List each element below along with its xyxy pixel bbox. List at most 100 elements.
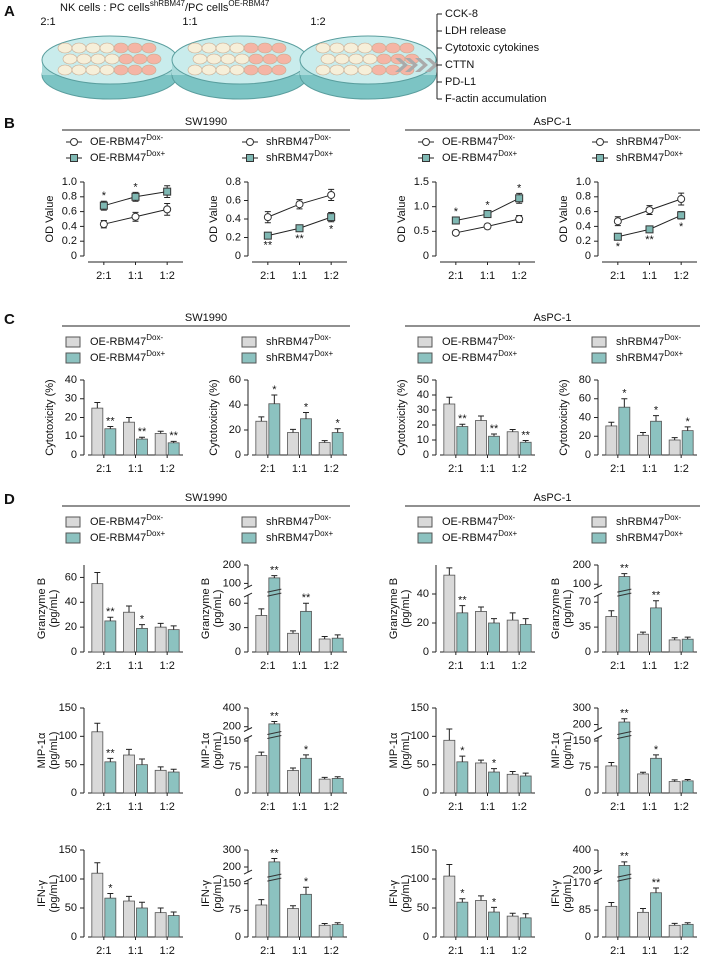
error-bar bbox=[522, 913, 529, 918]
significance: * bbox=[133, 181, 138, 193]
legend-label: OE-RBM47Dox+ bbox=[90, 349, 165, 364]
y-tick-label: 50 bbox=[417, 902, 429, 914]
cell bbox=[57, 64, 73, 76]
bar bbox=[681, 780, 694, 794]
point bbox=[645, 206, 654, 215]
error-bar bbox=[126, 748, 132, 756]
significance: * bbox=[460, 745, 465, 757]
y-tick-label: 0 bbox=[423, 449, 429, 461]
y-tick-label: 1.0 bbox=[576, 176, 591, 188]
significance: * bbox=[492, 896, 497, 908]
cell bbox=[329, 64, 345, 76]
cell bbox=[257, 64, 273, 76]
x-tick-label: 2:1 bbox=[610, 945, 625, 957]
error-bar bbox=[303, 886, 309, 895]
legend-swatch bbox=[417, 336, 433, 348]
bar bbox=[443, 403, 456, 456]
x-tick-label: 2:1 bbox=[448, 801, 463, 813]
x-tick-label: 2:1 bbox=[96, 660, 111, 672]
y-axis-title: (pg/mL) bbox=[400, 732, 412, 770]
y-tick-label: 0 bbox=[71, 250, 77, 262]
y-tick-label: 75 bbox=[229, 761, 241, 773]
cell bbox=[146, 53, 162, 65]
panel-label: A bbox=[4, 3, 15, 20]
y-tick-label: 20 bbox=[229, 424, 241, 436]
y-axis-title: MIP-1α bbox=[200, 732, 212, 768]
bar bbox=[488, 911, 500, 938]
y-tick-label: 40 bbox=[229, 399, 241, 411]
y-tick-label: 150 bbox=[59, 702, 77, 714]
significance: * bbox=[654, 744, 659, 756]
point bbox=[131, 192, 140, 201]
legend-sup: Dox- bbox=[498, 133, 515, 142]
bar bbox=[104, 620, 117, 653]
y-tick-label: 150 bbox=[411, 702, 429, 714]
point bbox=[295, 224, 304, 233]
legend-label: OE-RBM47Dox- bbox=[442, 513, 515, 528]
legend-name: shRBM47 bbox=[616, 136, 664, 148]
bar bbox=[519, 775, 532, 794]
error-bar bbox=[258, 899, 265, 905]
error-bar bbox=[139, 436, 145, 440]
significance: * bbox=[485, 200, 490, 212]
y-tick-label: 0.6 bbox=[576, 206, 591, 218]
legend-sup: Dox- bbox=[314, 513, 331, 522]
y-tick-label: 10 bbox=[65, 430, 77, 442]
bar bbox=[268, 861, 281, 938]
y-axis-title: Granzyme B bbox=[550, 578, 562, 639]
legend-sup: Dox+ bbox=[314, 149, 333, 158]
point bbox=[99, 201, 108, 210]
y-tick-label: 10 bbox=[417, 434, 429, 446]
legend-sup: Dox- bbox=[664, 133, 681, 142]
assay: CCK-8 bbox=[445, 8, 478, 20]
significance: ** bbox=[138, 426, 147, 438]
legend-label: shRBM47Dox+ bbox=[616, 529, 684, 544]
legend-marker bbox=[596, 138, 604, 146]
significance: ** bbox=[490, 423, 499, 435]
error-bar bbox=[684, 636, 691, 640]
point bbox=[613, 217, 622, 226]
legend-sup: Dox- bbox=[664, 333, 681, 342]
error-bar bbox=[290, 905, 296, 909]
cell bbox=[132, 53, 148, 65]
bar bbox=[287, 632, 299, 653]
cell bbox=[320, 53, 336, 65]
legend-name: shRBM47 bbox=[616, 352, 664, 364]
error-bar bbox=[509, 612, 516, 621]
bar bbox=[268, 577, 281, 653]
error-bar bbox=[491, 906, 497, 913]
y-tick-label: 0.4 bbox=[226, 213, 241, 225]
bar bbox=[255, 420, 268, 456]
x-tick-label: 1:2 bbox=[512, 945, 527, 957]
bar bbox=[331, 637, 344, 653]
bar bbox=[681, 638, 694, 653]
x-tick-label: 1:1 bbox=[480, 945, 495, 957]
error-bar bbox=[640, 908, 646, 913]
y-tick-label: 50 bbox=[65, 759, 77, 771]
point bbox=[451, 216, 460, 225]
x-tick-label: 2:1 bbox=[260, 270, 275, 282]
bar bbox=[91, 583, 104, 653]
significance: ** bbox=[270, 710, 279, 722]
legend-name: OE-RBM47 bbox=[90, 136, 146, 148]
legend-label: shRBM47Dox+ bbox=[266, 349, 334, 364]
point bbox=[483, 210, 492, 219]
significance: * bbox=[679, 221, 684, 233]
bar bbox=[318, 778, 331, 794]
y-tick-label: 30 bbox=[417, 404, 429, 416]
bar bbox=[154, 626, 167, 653]
bar bbox=[456, 426, 469, 456]
y-tick-label: 30 bbox=[229, 622, 241, 634]
bar bbox=[650, 757, 662, 794]
bar bbox=[167, 771, 180, 794]
group-title: AsPC-1 bbox=[534, 116, 572, 128]
x-tick-label: 1:2 bbox=[512, 660, 527, 672]
significance: * bbox=[654, 405, 659, 417]
y-tick-label: 0.8 bbox=[62, 191, 77, 203]
x-tick-label: 1:1 bbox=[480, 463, 495, 475]
point bbox=[163, 187, 172, 196]
bar bbox=[331, 924, 344, 938]
bar bbox=[123, 900, 135, 938]
legend-sup: Dox+ bbox=[498, 529, 517, 538]
y-tick-label: 0.4 bbox=[62, 220, 77, 232]
